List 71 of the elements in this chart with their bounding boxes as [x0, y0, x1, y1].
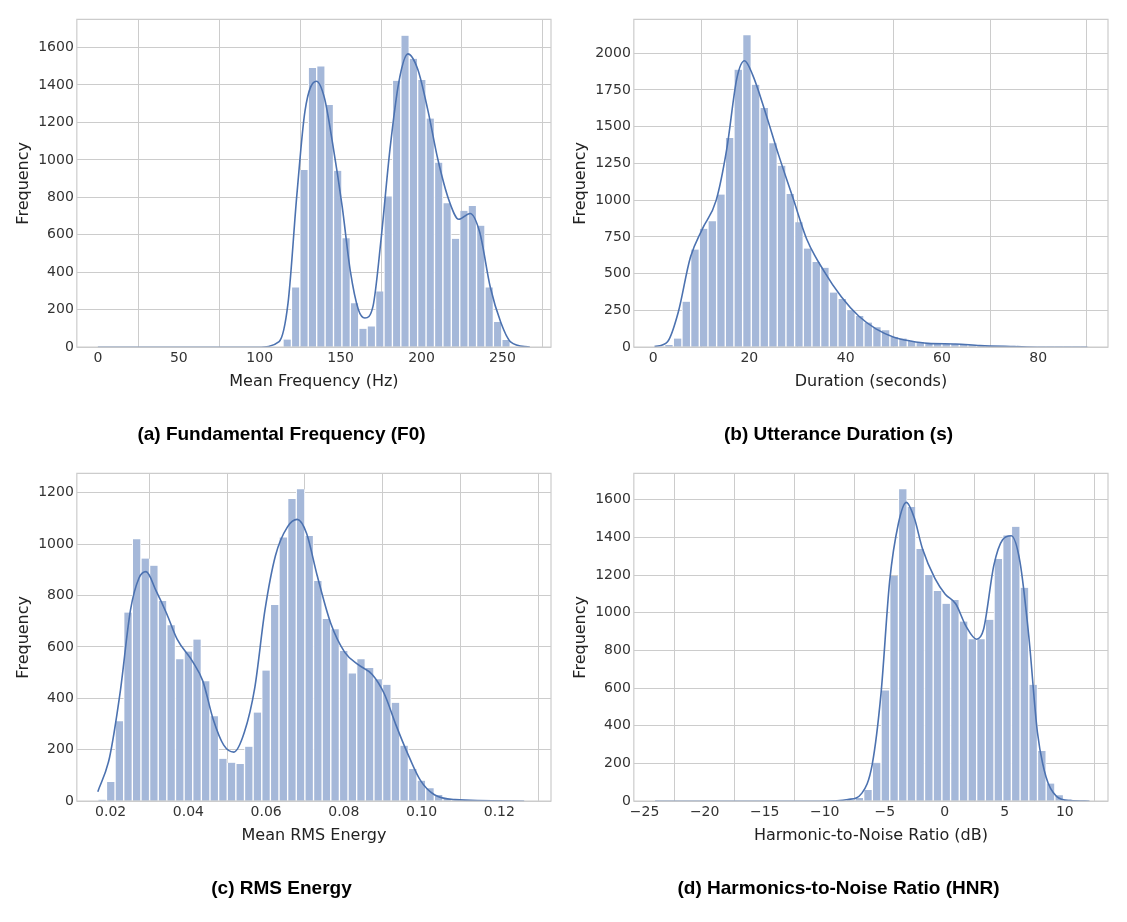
x-tick-label: −20	[689, 803, 720, 820]
x-tick-label: −10	[809, 803, 840, 820]
y-tick-label: 500	[604, 264, 631, 281]
x-tick-label: −5	[874, 803, 896, 820]
x-tick-label: 0.12	[483, 803, 515, 820]
text: (b) Utterance Duration (s)	[723, 422, 954, 444]
x-tick-label: 250	[489, 349, 516, 366]
y-tick-label: 1000	[38, 150, 74, 167]
x-tick-label: 200	[408, 349, 435, 366]
y-tick-label: 200	[604, 754, 631, 771]
y-tick-label: 1250	[595, 154, 631, 171]
y-axis-title: Frequency	[12, 595, 32, 679]
x-axis-title: Mean Frequency (Hz)	[229, 370, 399, 390]
y-tick-label: 0	[64, 791, 74, 808]
x-tick-label: 0.08	[328, 803, 360, 820]
x-tick-label: −15	[749, 803, 780, 820]
y-tick-label: 1500	[595, 117, 631, 134]
y-tick-label: 1000	[595, 603, 631, 620]
x-tick-label: −25	[629, 803, 660, 820]
y-tick-label: 400	[604, 716, 631, 733]
y-axis-title: Frequency	[12, 141, 32, 225]
x-tick-label: 20	[740, 349, 759, 366]
text: (a) Fundamental Frequency (F0)	[137, 422, 426, 444]
x-tick-label: 0	[940, 803, 950, 820]
y-tick-label: 1600	[595, 490, 631, 507]
x-axis-title: Mean RMS Energy	[241, 824, 387, 844]
y-tick-label: 1000	[38, 534, 74, 551]
x-tick-label: 100	[246, 349, 274, 366]
x-tick-label: 0.10	[405, 803, 438, 820]
y-tick-label: 1400	[595, 528, 631, 545]
y-tick-label: 1200	[38, 113, 74, 130]
y-tick-label: 1750	[595, 80, 631, 97]
y-tick-label: 200	[47, 300, 74, 317]
y-tick-label: 800	[47, 586, 74, 603]
y-tick-label: 0	[64, 337, 74, 354]
y-tick-label: 800	[604, 641, 631, 658]
y-tick-label: 400	[47, 689, 74, 705]
y-axis-title: Frequency	[569, 595, 589, 679]
y-tick-label: 1600	[38, 38, 74, 55]
x-tick-label: 0.04	[172, 803, 205, 820]
x-axis-title: Harmonic-to-Noise Ratio (dB)	[753, 824, 988, 844]
x-tick-label: 0.02	[95, 803, 127, 820]
text: (d) Harmonics-to-Noise Ratio (HNR)	[677, 876, 1000, 898]
x-tick-label: 40	[836, 349, 855, 366]
y-tick-label: 600	[47, 225, 74, 242]
y-tick-label: 1000	[595, 190, 631, 207]
x-tick-label: 10	[1055, 803, 1074, 820]
y-tick-label: 600	[604, 678, 631, 695]
y-tick-label: 750	[604, 227, 631, 244]
x-axis-title: Duration (seconds)	[794, 370, 948, 390]
y-tick-label: 1400	[38, 75, 74, 92]
y-tick-label: 2000	[595, 43, 631, 60]
y-tick-label: 600	[47, 637, 74, 654]
y-tick-label: 400	[47, 262, 74, 279]
y-tick-label: 200	[47, 740, 74, 757]
y-axis-title: Frequency	[569, 141, 589, 225]
y-tick-label: 1200	[595, 565, 631, 582]
y-tick-label: 0	[621, 337, 631, 354]
x-tick-label: 50	[169, 349, 188, 366]
x-tick-label: 5	[1000, 803, 1010, 820]
y-tick-label: 250	[604, 301, 631, 318]
x-tick-label: 0	[93, 349, 103, 366]
y-tick-label: 800	[47, 187, 74, 204]
text: (c) RMS Energy	[211, 876, 353, 898]
x-tick-label: 0	[648, 349, 658, 366]
y-tick-label: 0	[621, 791, 631, 808]
x-tick-label: 0.06	[250, 803, 282, 820]
x-tick-label: 150	[327, 349, 354, 366]
x-tick-label: 80	[1029, 349, 1048, 366]
y-tick-label: 1200	[38, 483, 74, 500]
x-tick-label: 60	[933, 349, 951, 366]
